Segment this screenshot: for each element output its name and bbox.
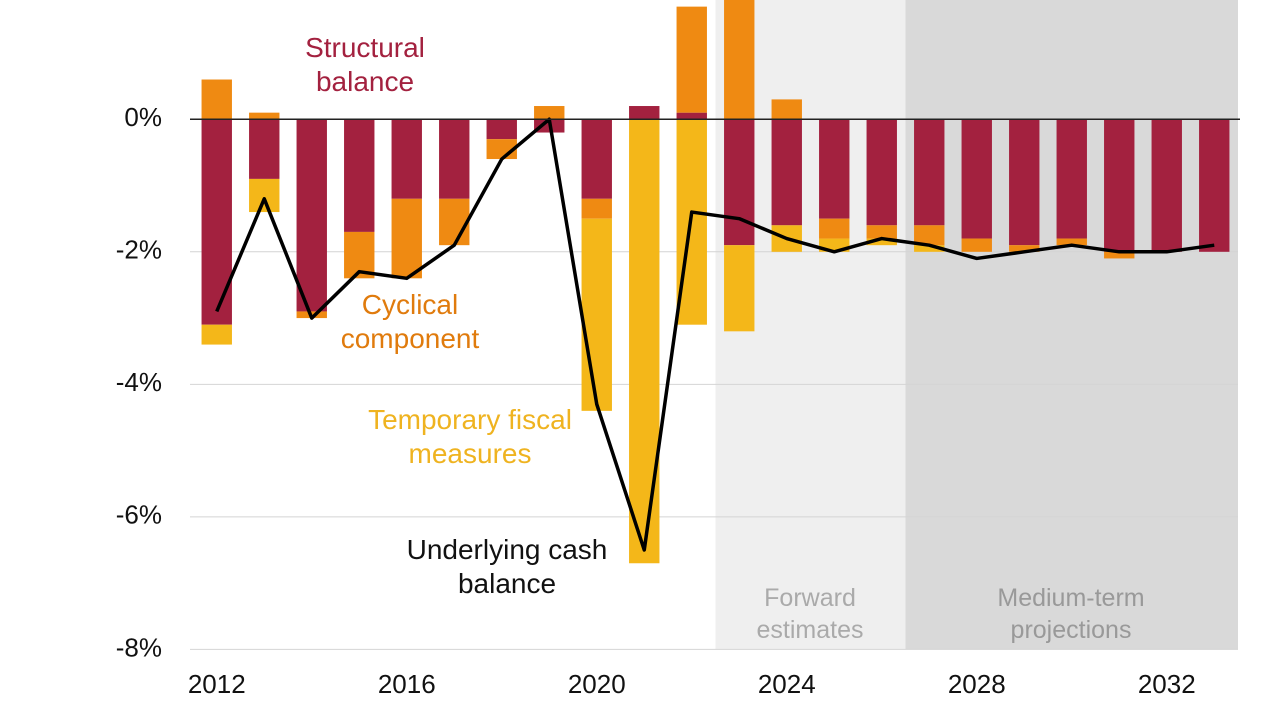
bar (1056, 119, 1087, 239)
bar (724, 245, 755, 332)
bar (1056, 238, 1087, 246)
region-label: Forward estimates (756, 584, 864, 644)
x-tick-label: 2024 (758, 669, 816, 699)
bar (391, 119, 422, 199)
bar (439, 119, 470, 199)
series-label: Temporary fiscal measures (368, 404, 572, 469)
y-tick-label: -6% (116, 500, 162, 530)
bar (296, 119, 327, 312)
bar (629, 106, 660, 120)
region-shade (905, 0, 1238, 650)
bar (724, 0, 755, 120)
bar (581, 198, 612, 219)
y-tick-label: -8% (116, 632, 162, 662)
bar (961, 119, 992, 239)
bar (249, 119, 280, 179)
x-tick-label: 2016 (378, 669, 436, 699)
bar (676, 112, 707, 120)
bar (866, 238, 897, 246)
x-tick-label: 2028 (948, 669, 1006, 699)
x-tick-label: 2012 (188, 669, 246, 699)
bar (771, 119, 802, 226)
bar (1151, 119, 1182, 252)
bar (486, 119, 517, 140)
bar (914, 119, 945, 226)
bar (201, 324, 232, 345)
bar (676, 6, 707, 113)
bar (344, 119, 375, 232)
bar (724, 119, 755, 246)
y-tick-label: -2% (116, 235, 162, 265)
bar (249, 178, 280, 213)
bar (1009, 119, 1040, 246)
bar (534, 106, 565, 120)
series-label: Underlying cash balance (406, 534, 608, 599)
bar (771, 99, 802, 120)
line (215, 117, 1215, 552)
bar (914, 225, 945, 246)
x-tick-label: 2020 (568, 669, 626, 699)
region-label: Medium-term projections (997, 584, 1145, 644)
bar (629, 119, 660, 564)
bar (914, 245, 945, 252)
bar (1104, 119, 1135, 252)
bar (439, 198, 470, 246)
bar (201, 119, 232, 325)
bar (201, 79, 232, 120)
bar (249, 112, 280, 120)
y-tick-label: 0% (124, 102, 162, 132)
bar (1104, 251, 1135, 259)
series-label: Cyclical component (340, 289, 480, 354)
bar (961, 238, 992, 252)
y-tick-label: -4% (116, 367, 162, 397)
bar (1009, 245, 1040, 252)
bar (1199, 119, 1230, 252)
bar (866, 225, 897, 239)
series-label: Structural balance (305, 32, 425, 97)
x-tick-label: 2032 (1138, 669, 1196, 699)
bar (581, 218, 612, 411)
bar (391, 198, 422, 279)
bar (866, 119, 897, 226)
bar (819, 218, 850, 239)
bar (819, 119, 850, 219)
bar (581, 119, 612, 199)
